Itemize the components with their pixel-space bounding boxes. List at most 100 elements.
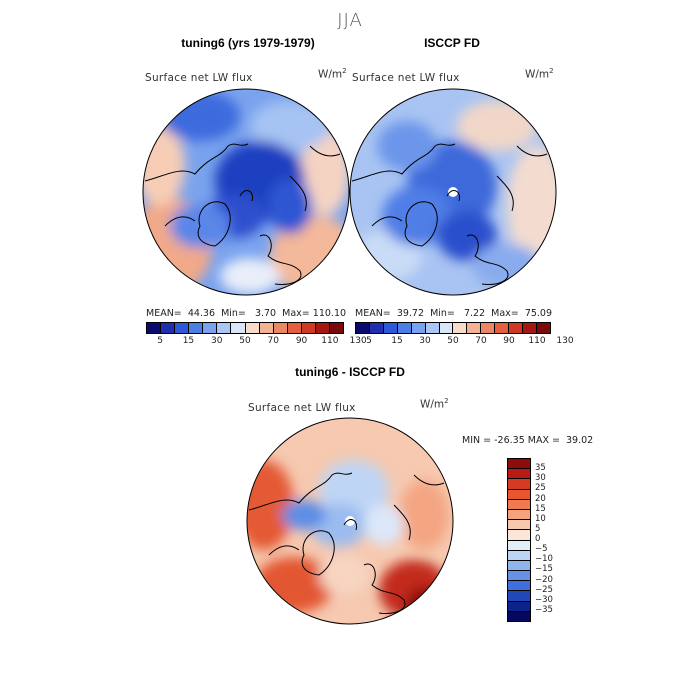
obs-colorbar-swatch (439, 323, 454, 333)
obs-colorbar-tick-label: 110 (528, 336, 546, 346)
diff-stats: MIN = -26.35 MAX = 39.02 (462, 435, 594, 446)
model-colorbar-swatch (217, 323, 232, 333)
diff-colorbar-swatch (508, 499, 530, 510)
diff-colorbar-swatch (508, 550, 530, 561)
obs-coastlines (351, 143, 548, 285)
diff-colorbar-tick-label: −20 (535, 574, 553, 585)
diff-colorbar-swatch (508, 530, 530, 541)
model-colorbar-swatch (147, 323, 162, 333)
model-colorbar-swatch (301, 323, 316, 333)
diff-panel-title: tuning6 - ISCCP FD (295, 365, 405, 379)
diff-colorbar-swatch (508, 459, 530, 470)
diff-colorbar-tick-label: −10 (535, 554, 553, 565)
diff-colorbar-swatch (508, 581, 530, 592)
obs-colorbar-swatch (523, 323, 537, 333)
diff-colorbar-tick-label: 15 (535, 503, 546, 514)
diff-colorbar-swatch (508, 520, 530, 531)
diff-colorbar-tick-label: −30 (535, 594, 553, 605)
model-colorbar-swatch (315, 323, 331, 333)
diff-colorbar-ticks: 35 30 25 20 15 10 5 0 −5 −10 −15 −20 −25 −30 −35 (535, 458, 575, 620)
obs-colorbar-ticks: 5 15 30 50 70 90 110 130 (355, 336, 573, 348)
model-colorbar (146, 322, 344, 334)
model-map-border (142, 88, 350, 296)
model-colorbar-swatch (189, 323, 204, 333)
diff-colorbar-swatch (508, 571, 530, 582)
diff-colorbar-swatch (508, 489, 530, 500)
diff-map-border (246, 417, 454, 625)
obs-colorbar-swatch (383, 323, 398, 333)
obs-units-label: W/m2 (525, 67, 554, 81)
obs-polar-map (349, 88, 557, 296)
model-colorbar-swatch (273, 323, 288, 333)
obs-colorbar-swatch (495, 323, 510, 333)
diff-polar-map (246, 417, 454, 625)
season-title: JJA (337, 10, 363, 31)
diff-colorbar-swatch (508, 611, 530, 621)
diff-colorbar-swatch (508, 601, 530, 612)
obs-colorbar-tick-label: 30 (419, 336, 431, 346)
obs-colorbar-tick-label: 70 (475, 336, 487, 346)
model-colorbar-swatch (231, 323, 246, 333)
model-colorbar-swatch (161, 323, 176, 333)
diff-colorbar-swatch (508, 560, 530, 572)
diff-colorbar-swatch (508, 509, 530, 521)
model-polar-map (142, 88, 350, 296)
obs-colorbar (355, 322, 551, 334)
diff-colorbar-tick-label: −15 (535, 564, 553, 575)
model-colorbar-swatch (175, 323, 190, 333)
model-variable-label: Surface net LW flux (145, 72, 253, 84)
model-colorbar-swatch (245, 323, 260, 333)
diff-colorbar-swatch (508, 540, 530, 551)
obs-colorbar-swatch (509, 323, 524, 333)
diff-colorbar-tick-label: 30 (535, 473, 546, 484)
model-units-label: W/m2 (318, 67, 347, 81)
diff-colorbar-tick-label: 20 (535, 493, 546, 504)
diff-colorbar-tick-label: 5 (535, 523, 541, 534)
diff-colorbar-swatch (508, 479, 530, 490)
obs-colorbar-tick-label: 130 (556, 336, 574, 346)
diff-colorbar-tick-label: −25 (535, 584, 553, 595)
diff-colorbar-tick-label: −5 (535, 544, 548, 555)
diff-colorbar-tick-label: −35 (535, 604, 553, 615)
obs-colorbar-swatch (481, 323, 496, 333)
obs-variable-label: Surface net LW flux (352, 72, 460, 84)
diff-missing-data-pole (345, 516, 355, 526)
diff-colorbar-tick-label: 10 (535, 513, 546, 524)
diff-colorbar-tick-label: 25 (535, 483, 546, 494)
obs-colorbar-tick-label: 90 (503, 336, 515, 346)
model-colorbar-tick-label: 130 (349, 336, 367, 346)
obs-colorbar-swatch (467, 323, 482, 333)
model-colorbar-ticks: 5 15 30 50 70 90 110 130 (146, 336, 366, 348)
obs-colorbar-tick-label: 50 (447, 336, 459, 346)
obs-colorbar-swatch (453, 323, 468, 333)
obs-colorbar-tick-label: 15 (391, 336, 403, 346)
diff-colorbar (507, 458, 531, 622)
model-colorbar-tick-label: 110 (321, 336, 339, 346)
obs-colorbar-swatch (536, 323, 550, 333)
model-colorbar-tick-label: 70 (267, 336, 280, 346)
model-stats: MEAN= 44.36 Min= 3.70 Max= 110.10 (146, 308, 347, 319)
model-colorbar-swatch (330, 323, 344, 333)
diff-colorbar-tick-label: 0 (535, 534, 541, 544)
diff-colorbar-tick-label: 35 (535, 463, 546, 474)
model-colorbar-tick-label: 50 (239, 336, 251, 346)
diff-variable-label: Surface net LW flux (248, 402, 356, 414)
model-colorbar-tick-label: 5 (157, 336, 164, 346)
model-colorbar-tick-label: 15 (182, 336, 195, 346)
model-coastlines (144, 143, 341, 285)
obs-missing-data-pole (448, 187, 458, 197)
obs-colorbar-swatch (369, 323, 384, 333)
obs-colorbar-tick-label: 5 (366, 336, 372, 346)
model-colorbar-swatch (259, 323, 274, 333)
model-colorbar-swatch (203, 323, 218, 333)
model-colorbar-tick-label: 90 (295, 336, 308, 346)
obs-colorbar-swatch (397, 323, 412, 333)
model-colorbar-swatch (287, 323, 302, 333)
diff-units-label: W/m2 (420, 397, 449, 411)
diff-colorbar-swatch (508, 469, 530, 480)
model-panel-title: tuning6 (yrs 1979-1979) (181, 36, 315, 50)
diff-colorbar-swatch (508, 591, 530, 602)
obs-colorbar-swatch (356, 323, 370, 333)
obs-colorbar-swatch (411, 323, 426, 333)
obs-stats: MEAN= 39.72 Min= 7.22 Max= 75.09 (355, 308, 553, 319)
